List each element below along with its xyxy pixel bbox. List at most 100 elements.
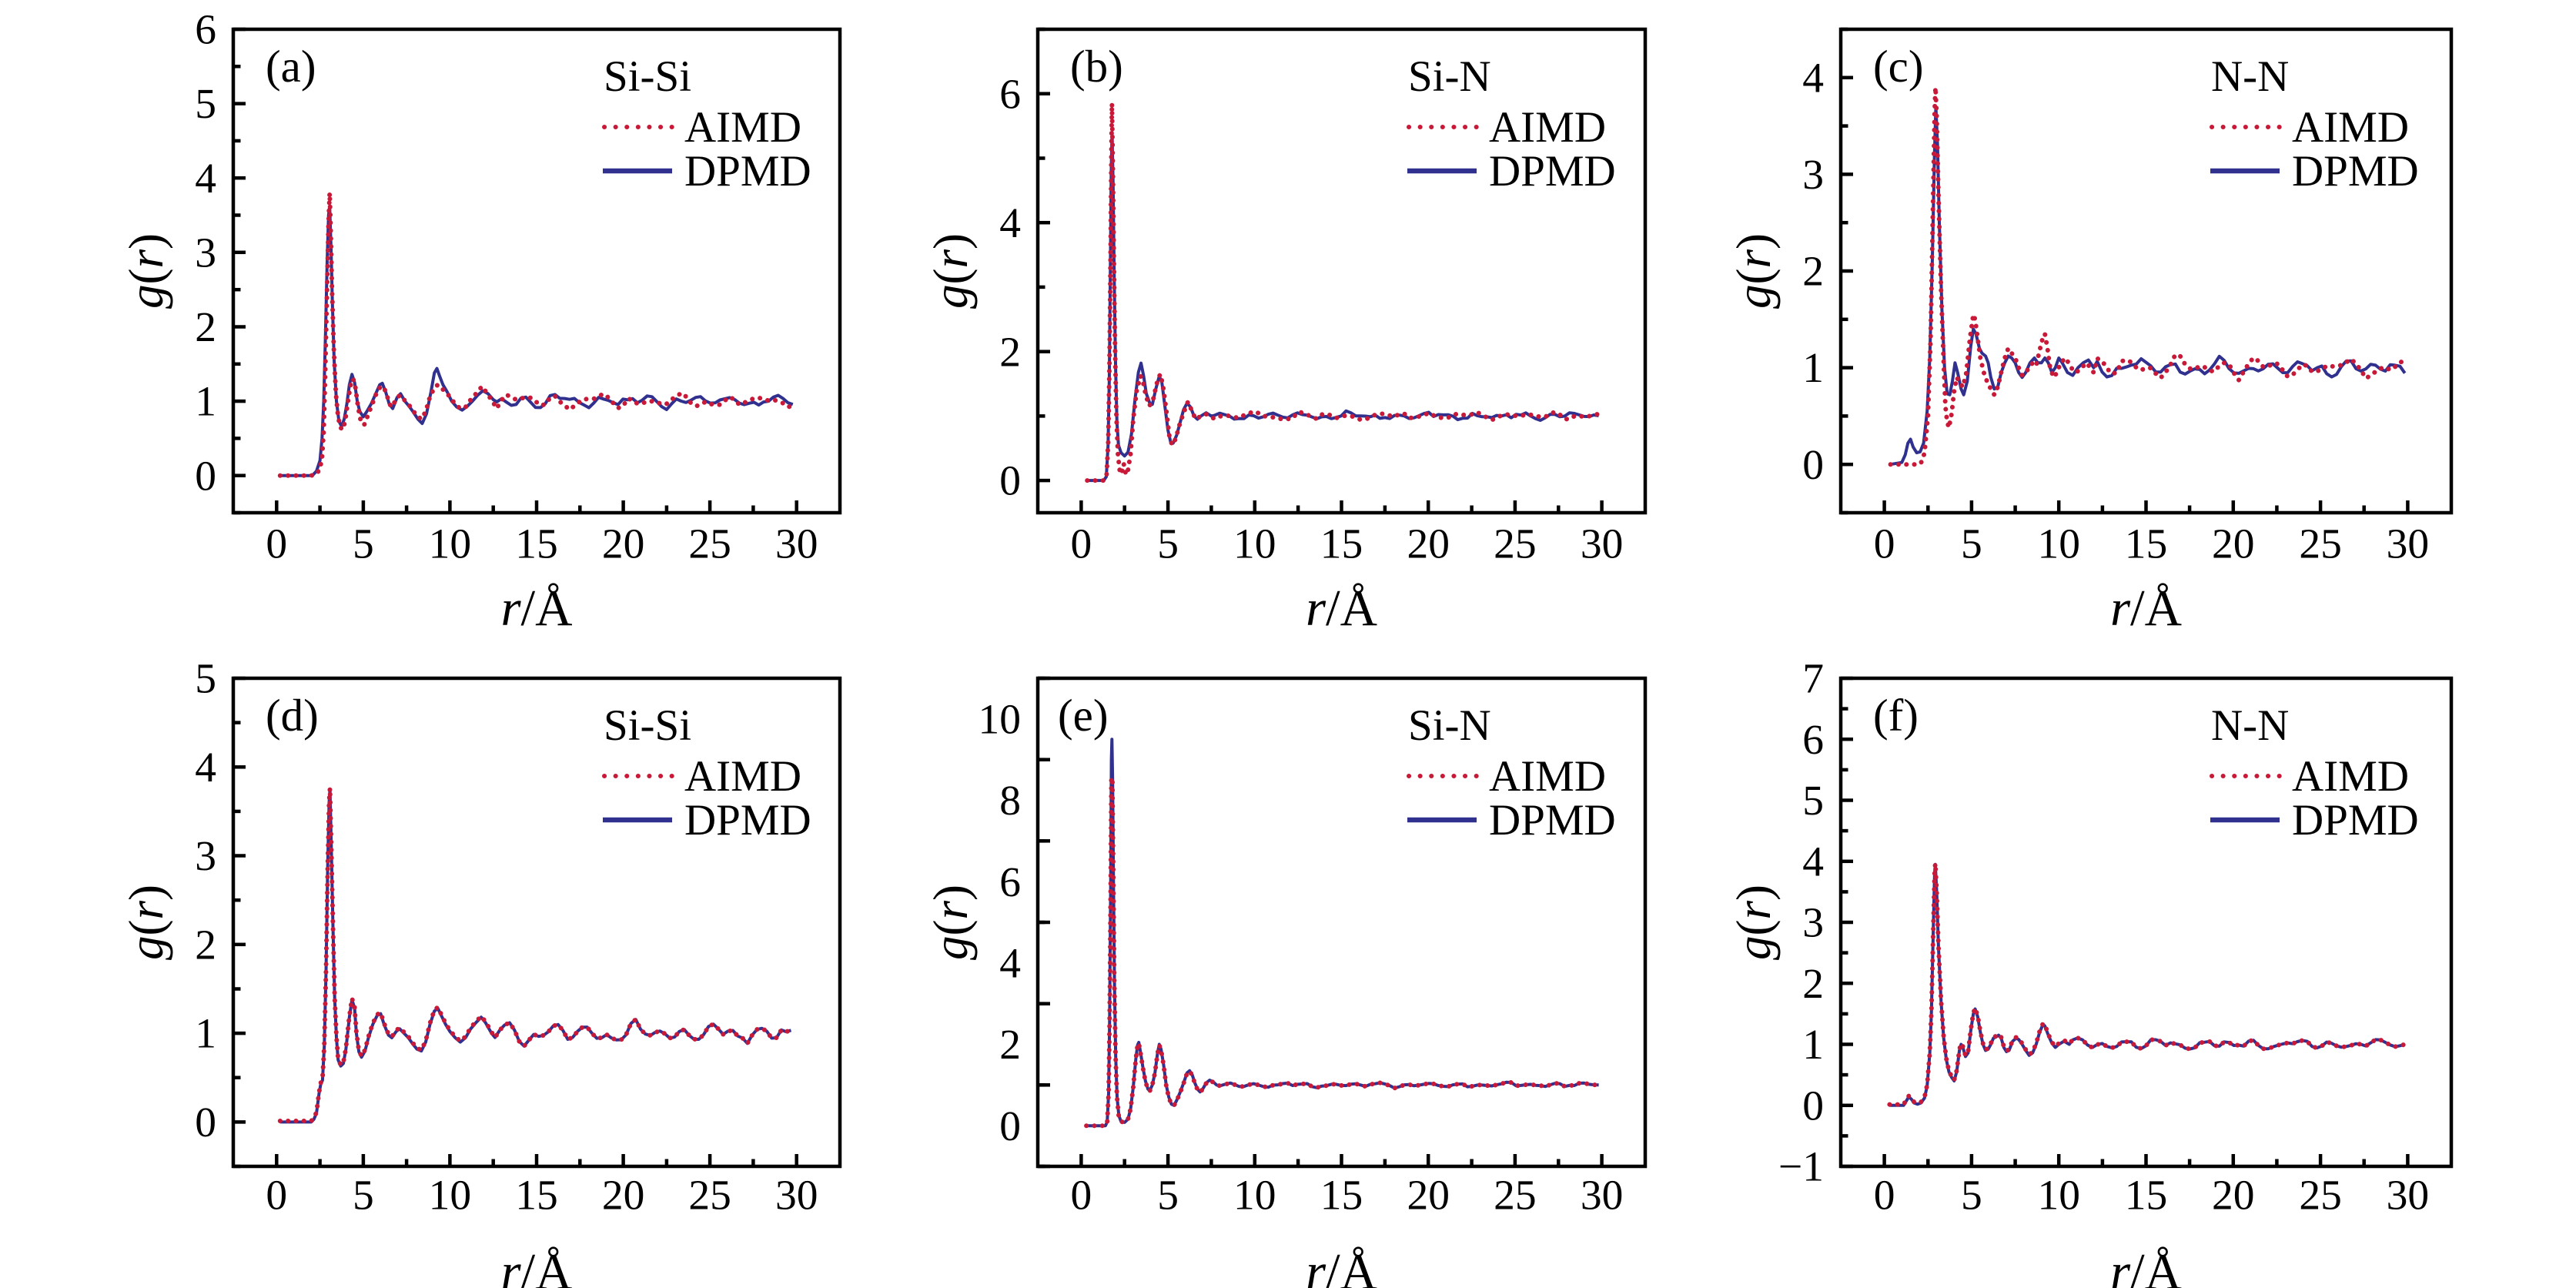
svg-text:(a): (a) [266,41,316,92]
svg-text:2: 2 [195,922,216,969]
svg-text:20: 20 [2212,521,2255,568]
svg-text:20: 20 [1407,521,1450,568]
svg-text:g(r): g(r) [1727,885,1781,960]
svg-text:1: 1 [195,379,216,426]
svg-text:10: 10 [429,521,472,568]
svg-text:10: 10 [1233,1173,1276,1219]
svg-text:15: 15 [2125,521,2168,568]
svg-text:0: 0 [1071,521,1092,568]
svg-text:5: 5 [353,521,374,568]
svg-text:25: 25 [2299,1173,2342,1219]
svg-text:r/Å: r/Å [500,580,572,637]
svg-text:25: 25 [1494,521,1537,568]
svg-text:15: 15 [515,521,558,568]
svg-text:10: 10 [2037,521,2080,568]
svg-text:6: 6 [195,7,216,54]
svg-text:5: 5 [1961,1173,1982,1219]
svg-text:g(r): g(r) [119,885,173,960]
svg-text:25: 25 [688,521,731,568]
svg-text:DPMD: DPMD [1489,147,1616,196]
svg-text:DPMD: DPMD [2292,147,2419,196]
svg-text:(f): (f) [1873,690,1919,741]
svg-text:25: 25 [1494,1173,1537,1219]
svg-text:0: 0 [1802,442,1824,489]
svg-text:2: 2 [195,304,216,351]
svg-text:r/Å: r/Å [2110,580,2182,637]
svg-text:20: 20 [602,1173,645,1219]
svg-text:8: 8 [999,778,1021,825]
svg-text:3: 3 [195,833,216,880]
svg-text:r/Å: r/Å [1306,580,1377,637]
svg-text:2: 2 [1802,249,1824,296]
svg-text:4: 4 [195,156,216,202]
svg-text:6: 6 [999,859,1021,906]
svg-text:0: 0 [1802,1082,1824,1129]
svg-text:25: 25 [688,1173,731,1219]
svg-text:4: 4 [999,200,1021,247]
svg-text:5: 5 [1961,521,1982,568]
svg-text:N-N: N-N [2211,52,2289,101]
svg-text:DPMD: DPMD [684,147,811,196]
svg-text:6: 6 [999,71,1021,118]
svg-text:30: 30 [1581,1173,1624,1219]
svg-text:2: 2 [999,1022,1021,1069]
svg-text:Si-Si: Si-Si [604,52,691,101]
svg-text:r/Å: r/Å [2110,1243,2182,1288]
svg-text:g(r): g(r) [1727,233,1781,309]
svg-text:10: 10 [429,1173,472,1219]
svg-text:0: 0 [1071,1173,1092,1219]
svg-text:g(r): g(r) [924,885,978,960]
svg-text:10: 10 [979,696,1022,743]
svg-text:20: 20 [602,521,645,568]
svg-text:AIMD: AIMD [2292,752,2409,801]
svg-text:g(r): g(r) [119,233,173,309]
svg-text:0: 0 [195,453,216,500]
svg-text:10: 10 [1233,521,1276,568]
svg-text:30: 30 [775,1173,818,1219]
svg-text:Si-N: Si-N [1408,701,1491,750]
svg-text:5: 5 [1157,521,1179,568]
svg-text:6: 6 [1802,717,1824,764]
svg-text:DPMD: DPMD [684,796,811,845]
svg-text:20: 20 [2212,1173,2255,1219]
svg-text:DPMD: DPMD [1489,796,1616,845]
svg-text:Si-N: Si-N [1408,52,1491,101]
svg-text:30: 30 [775,521,818,568]
svg-text:r/Å: r/Å [1306,1243,1377,1288]
svg-text:0: 0 [266,1173,287,1219]
svg-text:15: 15 [1320,1173,1363,1219]
svg-text:15: 15 [1320,521,1363,568]
svg-text:0: 0 [999,458,1021,505]
svg-text:(c): (c) [1873,41,1923,92]
svg-text:4: 4 [1802,838,1824,885]
svg-text:(d): (d) [266,690,319,741]
svg-text:0: 0 [999,1103,1021,1150]
svg-text:15: 15 [2125,1173,2168,1219]
svg-text:r/Å: r/Å [500,1243,572,1288]
svg-text:AIMD: AIMD [2292,103,2409,152]
svg-text:30: 30 [2387,1173,2430,1219]
svg-text:25: 25 [2299,521,2342,568]
svg-text:(b): (b) [1070,41,1123,92]
svg-text:5: 5 [1802,778,1824,825]
svg-text:10: 10 [2037,1173,2080,1219]
svg-text:AIMD: AIMD [684,103,801,152]
svg-text:15: 15 [515,1173,558,1219]
svg-text:DPMD: DPMD [2292,796,2419,845]
svg-text:30: 30 [2387,521,2430,568]
svg-text:N-N: N-N [2211,701,2289,750]
svg-text:4: 4 [1802,55,1824,102]
svg-text:0: 0 [266,521,287,568]
svg-text:4: 4 [999,940,1021,987]
svg-text:2: 2 [999,329,1021,376]
svg-text:AIMD: AIMD [684,752,801,801]
svg-text:Si-Si: Si-Si [604,701,691,750]
svg-text:1: 1 [1802,345,1824,392]
svg-text:AIMD: AIMD [1489,103,1606,152]
svg-text:(e): (e) [1058,690,1108,741]
svg-text:0: 0 [1874,1173,1895,1219]
svg-text:5: 5 [1157,1173,1179,1219]
svg-text:3: 3 [1802,900,1824,947]
svg-text:1: 1 [1802,1022,1824,1069]
svg-text:3: 3 [1802,152,1824,199]
